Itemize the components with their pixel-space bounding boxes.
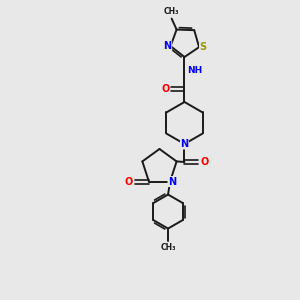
- Text: CH₃: CH₃: [164, 7, 179, 16]
- Text: N: N: [168, 177, 176, 187]
- Text: O: O: [125, 177, 133, 187]
- Text: N: N: [164, 41, 172, 51]
- Text: S: S: [200, 42, 207, 52]
- Text: O: O: [161, 84, 169, 94]
- Text: N: N: [180, 139, 188, 149]
- Text: NH: NH: [187, 67, 202, 76]
- Text: CH₃: CH₃: [160, 243, 176, 252]
- Text: O: O: [200, 157, 208, 167]
